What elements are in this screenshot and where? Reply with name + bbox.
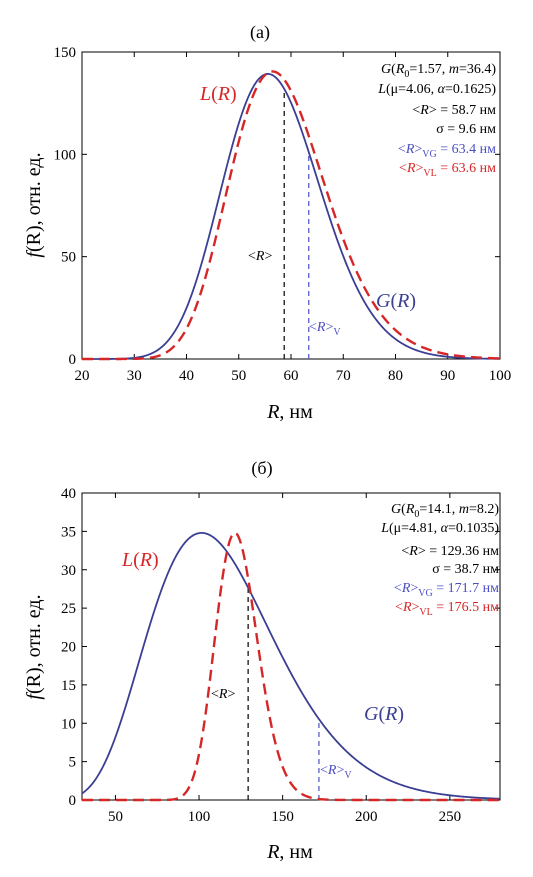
panel-b-y-axis-label: f(R), отн. ед. (23, 594, 45, 699)
y-tick-label: 10 (61, 716, 76, 732)
panel-b-volume-mean-label: <R>V (320, 763, 352, 781)
panel-a-plot-frame (81, 51, 501, 360)
y-tick-label: 15 (61, 678, 76, 694)
y-tick-label: 50 (61, 250, 76, 266)
panel-a-lognormal-label: L(R) (199, 83, 237, 105)
panel-a-volume-mean-label: <R>V (309, 320, 341, 338)
panel-b-lognormal-label: L(R) (121, 549, 159, 571)
panel-a-mean-label: <R> (248, 249, 272, 264)
panel-b-x-axis-label: R, нм (266, 841, 313, 863)
panel-b-label: (б) (251, 458, 272, 479)
panel-a-gauss-params: G(R0=1.57, m=36.4) (381, 62, 496, 80)
x-tick-label: 30 (127, 368, 142, 384)
panel-b-vg-value: <R>VG = 171.7 нм (394, 581, 499, 599)
x-tick-label: 200 (355, 809, 378, 825)
x-tick-label: 100 (188, 809, 211, 825)
panel-a-vg-value: <R>VG = 63.4 нм (398, 142, 496, 160)
x-tick-label: 80 (388, 368, 403, 384)
panel-b-mean-label: <R> (211, 687, 235, 702)
y-tick-label: 0 (69, 793, 77, 809)
y-tick-label: 40 (61, 486, 76, 502)
x-tick-label: 60 (284, 368, 299, 384)
y-tick-label: 25 (61, 601, 76, 617)
panel-b-ticks (82, 492, 500, 801)
y-tick-label: 5 (69, 755, 77, 771)
panel-a-mean-value: <R> = 58.7 нм (412, 103, 496, 118)
y-tick-label: 35 (61, 524, 76, 540)
panel-b-gauss-curve (81, 532, 501, 800)
panel-a: (а) 20 30 40 50 60 70 80 90 100 0 50 100 150 L(R) G(… (23, 22, 511, 423)
panel-b-lognormal-curve (82, 531, 500, 802)
panel-a-label: (а) (250, 22, 270, 43)
x-tick-label: 250 (439, 809, 462, 825)
panel-b-sigma-value: σ = 38.7 нм (432, 562, 499, 577)
y-tick-label: 100 (54, 147, 77, 163)
panel-b-gauss-params: G(R0=14.1, m=8.2) (391, 502, 499, 520)
x-tick-label: 100 (489, 368, 512, 384)
x-tick-label: 150 (271, 809, 294, 825)
x-tick-label: 20 (75, 368, 90, 384)
y-tick-label: 30 (61, 563, 76, 579)
panel-a-annotations: G(R0=1.57, m=36.4) L(μ=4.06, α=0.1625) <… (377, 62, 496, 179)
panel-a-sigma-value: σ = 9.6 нм (436, 122, 496, 137)
panel-a-tick-labels: 20 30 40 50 60 70 80 90 100 0 50 100 150 (54, 45, 512, 384)
panel-a-vl-value: <R>VL = 63.6 нм (399, 161, 496, 179)
x-tick-label: 90 (440, 368, 455, 384)
panel-a-lognormal-params: L(μ=4.06, α=0.1625) (377, 82, 496, 97)
y-tick-label: 20 (61, 640, 76, 656)
panel-a-ticks (81, 51, 501, 360)
panel-a-gauss-label: G(R) (376, 290, 416, 312)
y-tick-label: 150 (54, 45, 77, 61)
panel-b-annotations: G(R0=14.1, m=8.2) L(μ=4.81, α=0.1035) <R… (380, 502, 499, 618)
panel-b-plot-frame (81, 492, 501, 801)
x-tick-label: 50 (108, 809, 123, 825)
panel-b-mean-value: <R> = 129.36 нм (401, 544, 499, 559)
panel-a-gauss-curve (82, 72, 501, 360)
panel-b-lognormal-params: L(μ=4.81, α=0.1035) (380, 521, 499, 536)
x-tick-label: 40 (179, 368, 194, 384)
panel-b-gauss-label: G(R) (364, 703, 404, 725)
panel-b-tick-labels: 50 100 150 200 250 0 5 10 15 20 25 30 35 40 (61, 486, 461, 825)
y-tick-label: 0 (69, 352, 77, 368)
x-tick-label: 50 (231, 368, 246, 384)
panel-a-x-axis-label: R, нм (266, 401, 313, 423)
panel-a-y-axis-label: f(R), отн. ед. (23, 152, 45, 257)
x-tick-label: 70 (336, 368, 351, 384)
panel-a-lognormal-curve (82, 70, 501, 361)
panel-b-vl-value: <R>VL = 176.5 нм (395, 600, 499, 618)
